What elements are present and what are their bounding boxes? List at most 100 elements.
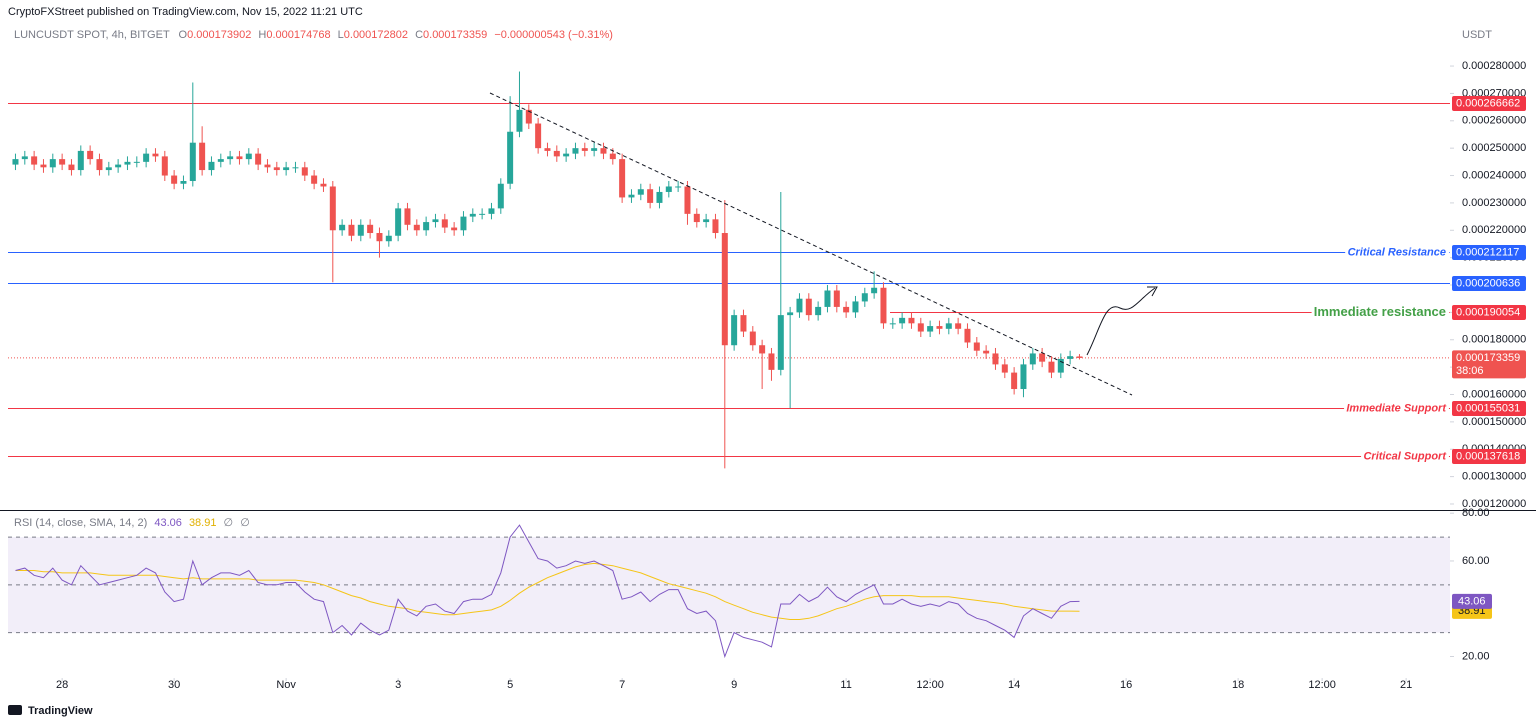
- candle-body: [684, 186, 691, 214]
- candle-body: [516, 109, 523, 132]
- candle-body: [152, 153, 159, 157]
- level-tag-label: 0.000137618: [1456, 450, 1520, 462]
- candle-body: [777, 315, 784, 370]
- y-tick-label: 0.000120000: [1462, 498, 1526, 510]
- rsi-flag: ∅: [224, 517, 234, 529]
- candle-body: [404, 208, 411, 225]
- candle-body: [591, 148, 598, 151]
- candle-body: [647, 189, 654, 203]
- candle-body: [908, 317, 915, 324]
- candle-body: [721, 233, 728, 346]
- symbol: LUNCUSDT SPOT, 4h, BITGET: [14, 29, 170, 41]
- y-tick-label: 0.000240000: [1462, 169, 1526, 181]
- candle-body: [507, 131, 514, 184]
- y-tick-label: 0.000160000: [1462, 388, 1526, 400]
- candle-body: [927, 326, 934, 332]
- candle-body: [367, 224, 374, 234]
- logo-icon: [8, 705, 22, 715]
- rsi-y-tick-label: 60.00: [1462, 555, 1490, 567]
- candle-body: [740, 315, 747, 332]
- candle-body: [693, 213, 700, 223]
- published-note: CryptoFXStreet published on TradingView.…: [8, 6, 363, 18]
- candle-body: [1001, 364, 1008, 373]
- candle-body: [936, 326, 943, 329]
- candle-body: [49, 159, 56, 168]
- candle-body: [488, 208, 495, 214]
- candle-body: [273, 167, 280, 171]
- level-tag: [1452, 401, 1526, 416]
- candle-body: [833, 290, 840, 307]
- candle-body: [759, 345, 766, 354]
- candle-body: [731, 315, 738, 346]
- candle-body: [348, 224, 355, 236]
- candle-body: [469, 213, 476, 217]
- candle-body: [945, 323, 952, 329]
- candle-body: [600, 148, 607, 154]
- ohlc-value: 0.000172802: [344, 29, 408, 41]
- candle-body: [955, 323, 962, 329]
- level-tag: [1452, 245, 1526, 260]
- logo: TradingView: [8, 705, 93, 717]
- rsi-y-tick-label: 80.00: [1462, 507, 1490, 519]
- level-tag-label: 0.000155031: [1456, 402, 1520, 414]
- candle-body: [712, 219, 719, 234]
- candle-body: [441, 219, 448, 228]
- level-tag: [1452, 305, 1526, 320]
- candle-body: [992, 353, 999, 365]
- candle-body: [805, 298, 812, 316]
- candle-body: [283, 167, 290, 171]
- candle-body: [21, 156, 28, 160]
- candle-body: [59, 159, 66, 165]
- candle-body: [255, 153, 262, 165]
- x-tick-label: 11: [840, 679, 851, 691]
- level-label: Immediate resistance: [1314, 304, 1446, 319]
- rsi-flag: ∅: [240, 517, 250, 529]
- y-tick-label: 0.000220000: [1462, 224, 1526, 236]
- candle-body: [628, 194, 635, 198]
- candle-body: [171, 175, 178, 184]
- candle-body: [357, 224, 364, 236]
- trend-line: [489, 92, 1133, 396]
- x-tick-label: 21: [1400, 679, 1412, 691]
- rsi-sma-value: 38.91: [189, 517, 217, 529]
- rsi-tag-label: 43.06: [1458, 595, 1486, 607]
- candle-body: [264, 164, 271, 168]
- candle-body: [395, 208, 402, 236]
- candle-body: [133, 161, 140, 163]
- candle-body: [1020, 364, 1027, 390]
- candle-body: [852, 301, 859, 313]
- candle-body: [525, 109, 532, 124]
- x-tick-label: 7: [619, 679, 625, 691]
- candle-body: [236, 156, 243, 160]
- candle-body: [787, 312, 794, 316]
- candle-body: [105, 167, 112, 171]
- candle-body: [1048, 361, 1055, 373]
- y-tick-label: 0.000260000: [1462, 115, 1526, 127]
- candle-body: [432, 219, 439, 223]
- candle-body: [889, 323, 896, 325]
- y-tick-label: 0.000180000: [1462, 334, 1526, 346]
- candle-body: [68, 164, 75, 171]
- candle-body: [413, 224, 420, 231]
- currency: USDT: [1462, 29, 1492, 41]
- candle-body: [983, 350, 990, 354]
- candle-body: [180, 181, 187, 184]
- candle-body: [917, 323, 924, 332]
- candle-body: [1039, 353, 1046, 362]
- ohlc-label: L: [338, 29, 344, 41]
- ohlc-label: O: [179, 29, 188, 41]
- candle-body: [460, 216, 467, 231]
- candle-body: [497, 183, 504, 209]
- rsi-tag: [1452, 593, 1492, 609]
- candle-body: [656, 191, 663, 203]
- candle-body: [796, 298, 803, 313]
- candle-body: [311, 175, 318, 184]
- symbol-header: LUNCUSDT SPOT, 4h, BITGET O0.000173902 H…: [14, 29, 613, 41]
- arrow-head: [1147, 286, 1158, 297]
- candle-body: [581, 148, 588, 151]
- y-tick-label: 0.000230000: [1462, 197, 1526, 209]
- x-tick-label: 14: [1008, 679, 1020, 691]
- level-tag-label: 0.000266662: [1456, 97, 1520, 109]
- x-tick-label: 3: [395, 679, 401, 691]
- x-tick-label: 9: [731, 679, 737, 691]
